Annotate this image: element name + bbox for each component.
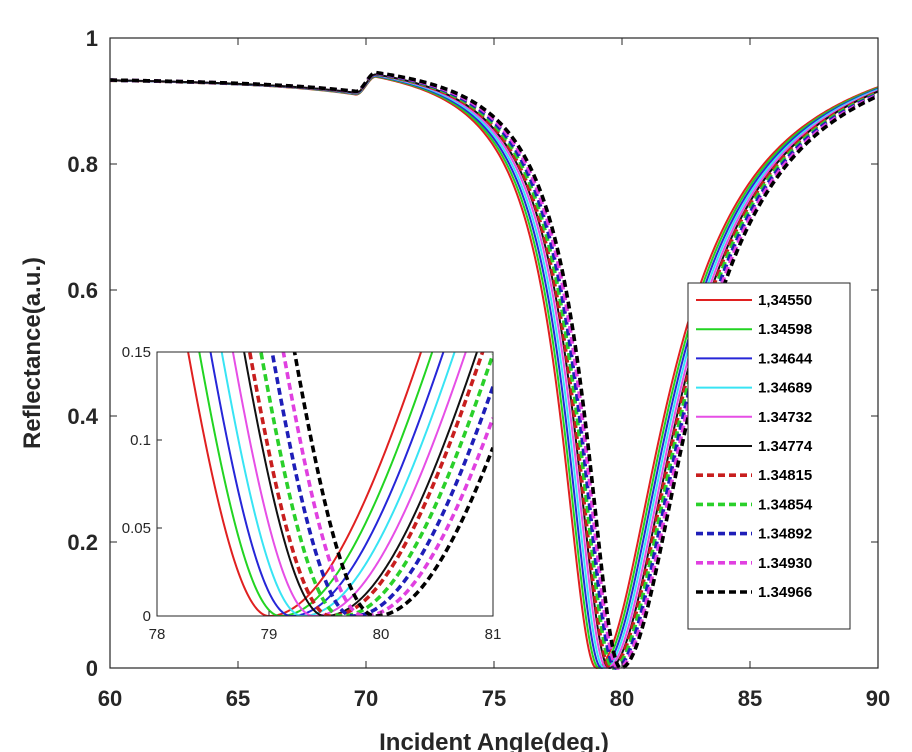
- legend-items: 1,34550 1.34598 1.34644 1.34689 1.34732 1.347…: [696, 292, 813, 601]
- inset-series-line: [247, 352, 485, 616]
- inset-y-ticks: 0 0.05 0.1 0.15: [122, 344, 162, 625]
- main-x-ticks: 60 65 70 75 80 85 90: [98, 38, 890, 711]
- y-tick-label: 1: [86, 26, 98, 51]
- inset-x-tick-label: 80: [373, 626, 390, 643]
- legend-label: 1.34854: [758, 496, 813, 513]
- inset-series-line: [292, 352, 493, 616]
- x-tick-label: 60: [98, 686, 122, 711]
- y-tick-label: 0: [86, 656, 98, 681]
- legend: 1,34550 1.34598 1.34644 1.34689 1.34732 1.347…: [687, 282, 851, 630]
- inset-plot-frame: [156, 351, 494, 617]
- x-tick-label: 80: [610, 686, 634, 711]
- y-tick-label: 0.2: [67, 530, 98, 555]
- inset-y-tick-label: 0.1: [130, 432, 151, 449]
- inset-x-tick-label: 81: [485, 626, 502, 643]
- x-tick-label: 85: [738, 686, 762, 711]
- main-y-ticks: 0 0.2 0.4 0.6 0.8 1: [67, 26, 878, 681]
- main-series-line: [109, 70, 879, 670]
- inset-series-line: [220, 352, 456, 616]
- y-axis-label: Reflectance(a.u.): [19, 257, 46, 449]
- main-series-line: [109, 71, 879, 670]
- inset-x-tick-label: 78: [149, 626, 166, 643]
- legend-label: 1.34774: [758, 438, 813, 455]
- inset-x-ticks: 78 79 80 81: [149, 611, 502, 643]
- inset-series-lines: [187, 352, 493, 616]
- legend-label: 1.34689: [758, 380, 812, 397]
- legend-label: 1.34732: [758, 409, 812, 426]
- inset-series-line: [259, 352, 493, 616]
- legend-label: 1.34966: [758, 584, 812, 601]
- inset-y-tick-label: 0.05: [122, 520, 151, 537]
- legend-label: 1.34598: [758, 321, 812, 338]
- main-series-line: [109, 72, 879, 670]
- main-series-line: [109, 72, 879, 670]
- x-tick-label: 70: [354, 686, 378, 711]
- legend-box: [687, 282, 851, 630]
- y-tick-label: 0.4: [67, 404, 98, 429]
- legend-label: 1.34892: [758, 526, 812, 543]
- legend-label: 1.34644: [758, 350, 813, 367]
- x-tick-label: 65: [226, 686, 250, 711]
- y-tick-label: 0.8: [67, 152, 98, 177]
- x-axis-label: Incident Angle(deg.): [379, 729, 609, 752]
- legend-label: 1.34930: [758, 555, 812, 572]
- legend-label: 1,34550: [758, 292, 812, 309]
- inset-y-tick-label: 0: [143, 608, 151, 625]
- inset-plot-area: [157, 352, 493, 616]
- main-series-lines: [109, 70, 879, 670]
- inset-series-line: [198, 352, 434, 616]
- x-tick-label: 90: [866, 686, 890, 711]
- legend-label: 1.34815: [758, 467, 812, 484]
- inset-y-tick-label: 0.15: [122, 344, 151, 361]
- inset-axes: 78 79 80 81 0 0.05 0.1 0.15: [122, 344, 502, 643]
- inset-series-line: [281, 352, 493, 616]
- y-tick-label: 0.6: [67, 278, 98, 303]
- inset-x-tick-label: 79: [261, 626, 278, 643]
- x-tick-label: 75: [482, 686, 506, 711]
- inset-series-line: [243, 352, 479, 616]
